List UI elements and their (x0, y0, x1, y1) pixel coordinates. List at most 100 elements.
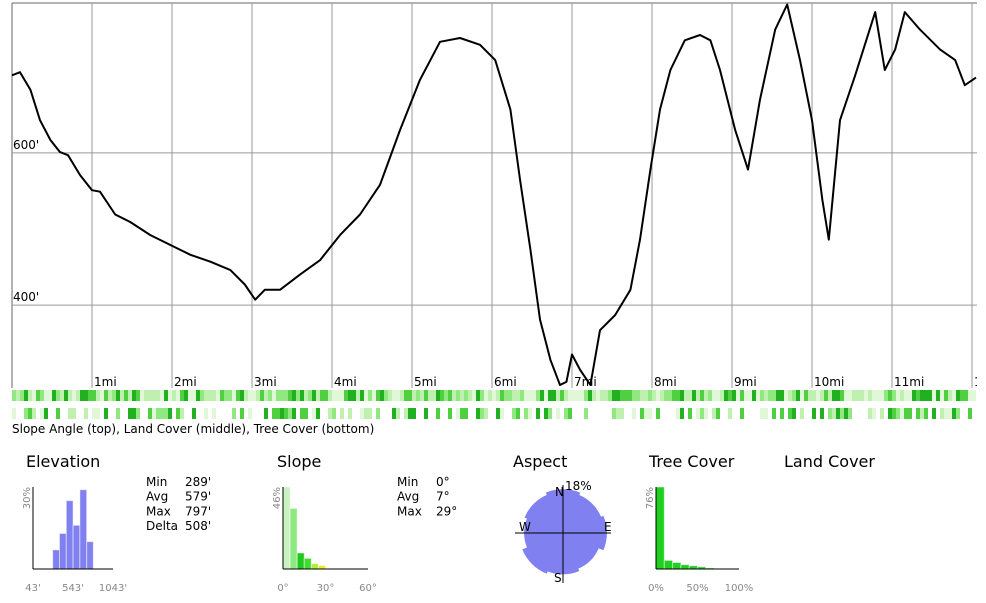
strip-segment (504, 390, 508, 401)
strip-segment (564, 408, 568, 419)
x-tick-label: 8mi (654, 375, 677, 389)
strip-segment (496, 390, 500, 401)
strip-segment (692, 390, 696, 401)
x-tick-label: 10mi (814, 375, 844, 389)
strip-segment (292, 408, 296, 419)
strip-segment (828, 390, 832, 401)
strip-segment (536, 390, 540, 401)
strip-segment (192, 408, 196, 419)
strip-segment (248, 390, 252, 401)
strip-segment (492, 390, 496, 401)
strip-segment (412, 408, 416, 419)
radial-tick-label: 18% (565, 479, 592, 493)
strip-segment (360, 390, 364, 401)
strip-segment (320, 390, 324, 401)
stat-value: 797' (185, 504, 211, 518)
strip-segment (848, 390, 852, 401)
strip-segment (288, 390, 292, 401)
strip-segment (64, 390, 68, 401)
strip-segment (76, 390, 80, 401)
strip-segment (752, 390, 756, 401)
strip-segment (168, 408, 172, 419)
strip-segment (760, 390, 764, 401)
strip-segment (312, 390, 316, 401)
strip-segment (376, 408, 380, 419)
strip-segment (28, 408, 32, 419)
strip-segment (444, 390, 448, 401)
strip-segment (424, 390, 428, 401)
strip-caption: Slope Angle (top), Land Cover (middle), … (12, 422, 374, 436)
strip-segment (712, 390, 716, 401)
strip-segment (16, 390, 20, 401)
strip-segment (240, 390, 244, 401)
strip-segment (480, 408, 484, 419)
strip-segment (908, 390, 912, 401)
strip-segment (696, 408, 700, 419)
strip-segment (800, 390, 804, 401)
strip-segment (840, 390, 844, 401)
strip-segment (20, 390, 24, 401)
strip-segment (160, 390, 164, 401)
strip-segment (32, 408, 36, 419)
strip-segment (936, 390, 940, 401)
strip-segment (436, 390, 440, 401)
strip-segment (584, 390, 588, 401)
stat-label: Avg (146, 490, 168, 504)
stat-label: Avg (397, 490, 419, 504)
strip-segment (304, 408, 308, 419)
strip-segment (140, 390, 144, 401)
strip-segment (404, 408, 408, 419)
histogram-bar (86, 541, 94, 570)
strip-segment (156, 408, 160, 419)
strip-segment (464, 390, 468, 401)
strip-segment (272, 390, 276, 401)
strip-segment (456, 408, 460, 419)
strip-segment (836, 408, 840, 419)
strip-segment (864, 390, 868, 401)
strip-segment (424, 408, 428, 419)
x-tick-label: 12mi (974, 375, 986, 389)
strip-segment (656, 390, 660, 401)
strip-segment (308, 390, 312, 401)
x-tick-label: 9mi (734, 375, 757, 389)
strip-segment (528, 408, 532, 419)
strip-segment (500, 390, 504, 401)
strip-segment (204, 390, 208, 401)
strip-segment (132, 390, 136, 401)
strip-segment (956, 390, 960, 401)
strip-segment (616, 408, 620, 419)
strip-segment (388, 390, 392, 401)
strip-segment (448, 390, 452, 401)
strip-segment (228, 390, 232, 401)
histogram-bar (672, 562, 682, 570)
strip-segment (180, 390, 184, 401)
strip-segment (540, 390, 544, 401)
strip-segment (24, 408, 28, 419)
strip-segment (908, 408, 912, 419)
strip-segment (724, 390, 728, 401)
cover-strips (12, 390, 976, 419)
strip-segment (832, 390, 836, 401)
strip-segment (400, 390, 404, 401)
histogram-bar (663, 559, 674, 570)
strip-segment (168, 390, 172, 401)
strip-segment (600, 390, 604, 401)
strip-segment (32, 390, 36, 401)
strip-segment (192, 390, 196, 401)
strip-segment (40, 390, 44, 401)
strip-segment (632, 408, 636, 419)
strip-segment (740, 390, 744, 401)
histogram-bar (289, 507, 298, 570)
x-tick-label: 50% (686, 583, 708, 594)
strip-segment (920, 390, 924, 401)
strip-segment (212, 390, 216, 401)
strip-segment (616, 390, 620, 401)
strip-segment (924, 408, 928, 419)
strip-segment (792, 408, 796, 419)
strip-segment (288, 408, 292, 419)
strip-segment (536, 408, 540, 419)
strip-segment (248, 408, 252, 419)
strip-segment (480, 390, 484, 401)
strip-segment (208, 390, 212, 401)
